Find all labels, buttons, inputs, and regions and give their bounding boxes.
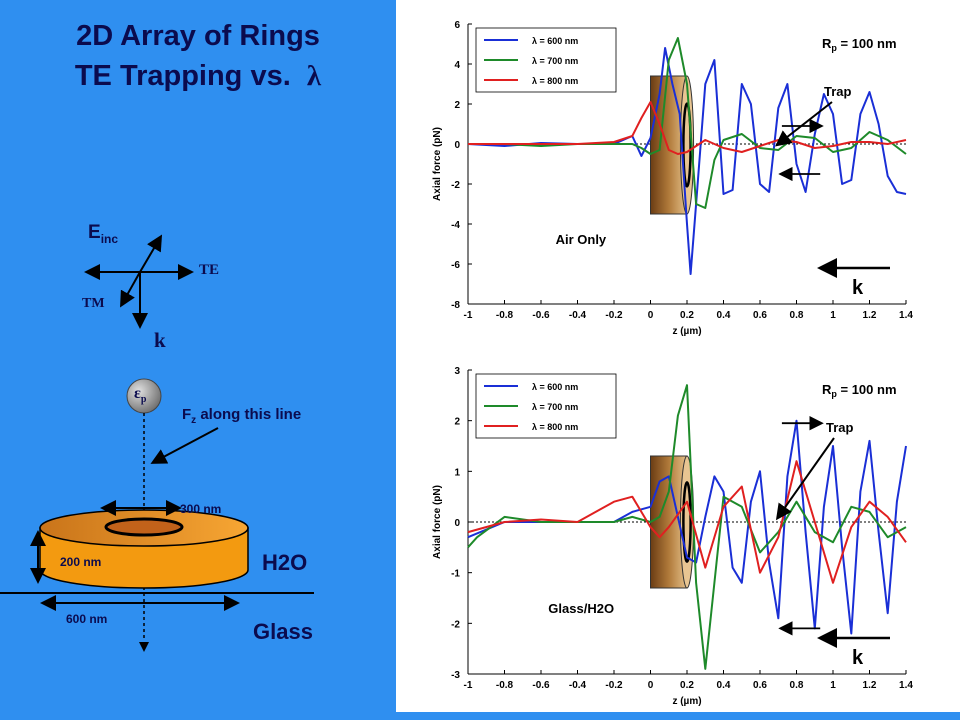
particle-sphere (126, 378, 219, 652)
trap-label: Trap (824, 84, 852, 99)
x-tick-label: 1.2 (863, 310, 877, 321)
medium-h2o-label: H2O (262, 550, 308, 575)
y-tick-label: -1 (451, 569, 460, 580)
x-tick-label: 0.8 (790, 310, 804, 321)
x-tick-label: -0.6 (532, 310, 550, 321)
trap-arrow (775, 437, 835, 521)
x-axis-label: z (µm) (672, 326, 701, 337)
x-tick-label: 1.4 (899, 680, 913, 691)
series-line-0 (467, 419, 907, 635)
x-tick-label: 1.2 (863, 680, 877, 691)
x-tick-label: -0.6 (532, 680, 550, 691)
series-line-2 (468, 101, 907, 155)
x-tick-label: -0.2 (605, 310, 623, 321)
rp-label: Rp = 100 nm (822, 36, 897, 53)
slide-title-line2: TE Trapping vs. λ (0, 60, 396, 93)
legend-label-0: λ = 600 nm (532, 382, 578, 392)
y-tick-label: 2 (454, 100, 460, 111)
fz-arrow-head (139, 642, 149, 652)
left-panel: 2D Array of Rings TE Trapping vs. λ (0, 0, 396, 720)
x-tick-label: -1 (464, 680, 473, 691)
series-line-1 (468, 37, 907, 209)
slide-title-line1: 2D Array of Rings (76, 20, 320, 52)
y-tick-label: -2 (451, 180, 460, 191)
x-tick-label: -0.8 (496, 680, 514, 691)
trap-label: Trap (826, 420, 854, 435)
medium-label: Air Only (556, 232, 607, 247)
series-line-1 (467, 384, 907, 670)
chart-air-only: 6 4 2 0 -2 -4 -6 -8 -1 -0.8 -0.6 -0.4 -0.2 0 0.2 0.4 0.6… (432, 20, 913, 337)
k-label: k (852, 277, 864, 299)
x-tick-label: 0 (648, 680, 654, 691)
y-tick-label: 1 (454, 467, 460, 478)
e-inc-label: Einc (88, 222, 119, 246)
e-arrow (139, 234, 163, 273)
y-tick-label: -8 (451, 300, 460, 311)
x-tick-label: 1.4 (899, 310, 913, 321)
medium-label: Glass/H2O (548, 601, 614, 616)
y-tick-label: 2 (454, 417, 460, 428)
series-line-0 (467, 47, 907, 275)
x-tick-label: -0.4 (569, 310, 587, 321)
y-tick-label: 0 (454, 140, 460, 151)
k-label: k (154, 328, 166, 352)
x-tick-label: -0.2 (605, 680, 623, 691)
fz-pointer (150, 427, 219, 464)
x-tick-label: -1 (464, 310, 473, 321)
legend-label-1: λ = 700 nm (532, 402, 578, 412)
y-axis-label: Axial force (pN) (432, 485, 443, 559)
ring-structure (0, 500, 314, 611)
dim-200-label: 200 nm (60, 555, 102, 569)
legend-label-1: λ = 700 nm (532, 56, 578, 66)
diagram-graphics (0, 234, 314, 652)
dim-600-label: 600 nm (66, 612, 108, 626)
legend-label-2: λ = 800 nm (532, 76, 578, 86)
bottom-strip (396, 712, 960, 720)
y-tick-label: -4 (451, 220, 460, 231)
tm-arrow (120, 271, 141, 308)
x-tick-label: -0.4 (569, 680, 587, 691)
tm-label: TM (82, 296, 105, 311)
y-tick-label: -2 (451, 619, 460, 630)
y-tick-label: 3 (454, 366, 460, 377)
right-panel: 6 4 2 0 -2 -4 -6 -8 -1 -0.8 -0.6 -0.4 -0.2 0 0.2 0.4 0.6… (396, 0, 960, 720)
y-tick-label: 0 (454, 518, 460, 529)
y-tick-label: -3 (451, 670, 460, 681)
polarization-axes (84, 234, 194, 329)
x-tick-label: 0.6 (753, 310, 767, 321)
x-tick-label: 1 (830, 680, 836, 691)
trap-arrow (775, 101, 833, 147)
chart-glass-h2o: 3 2 1 0 -1 -2 -3 -1 -0.8 -0.6 -0.4 -0.2 0 0.2 0.4 0.6 0.… (432, 366, 913, 707)
title-text: TE Trapping vs. (74, 60, 291, 92)
ring-cylinder-hole (682, 481, 692, 563)
ring-cylinder-hole (682, 102, 692, 188)
rp-label: Rp = 100 nm (822, 382, 897, 399)
x-tick-label: -0.8 (496, 310, 514, 321)
x-tick-label: 1 (830, 310, 836, 321)
legend-label-2: λ = 800 nm (532, 422, 578, 432)
dim-300-label: 300 nm (180, 502, 222, 516)
series-line-2 (467, 460, 907, 584)
x-tick-label: 0.4 (717, 310, 731, 321)
te-label: TE (199, 262, 220, 278)
particle-label: εp (134, 385, 147, 406)
x-tick-label: 0.4 (717, 680, 731, 691)
fz-label: Fz along this line (182, 406, 302, 426)
legend-label-0: λ = 600 nm (532, 36, 578, 46)
x-tick-label: 0 (648, 310, 654, 321)
medium-glass-label: Glass (253, 619, 313, 644)
y-tick-label: -6 (451, 260, 460, 271)
x-axis-label: z (µm) (672, 696, 701, 707)
title-lambda: λ (306, 60, 322, 92)
y-axis-label: Axial force (pN) (432, 127, 443, 201)
y-tick-label: 4 (454, 60, 460, 71)
x-tick-label: 0.6 (753, 680, 767, 691)
x-tick-label: 0.2 (680, 680, 694, 691)
x-tick-label: 0.2 (680, 310, 694, 321)
y-tick-label: 6 (454, 20, 460, 31)
k-label: k (852, 647, 864, 669)
x-tick-label: 0.8 (790, 680, 804, 691)
